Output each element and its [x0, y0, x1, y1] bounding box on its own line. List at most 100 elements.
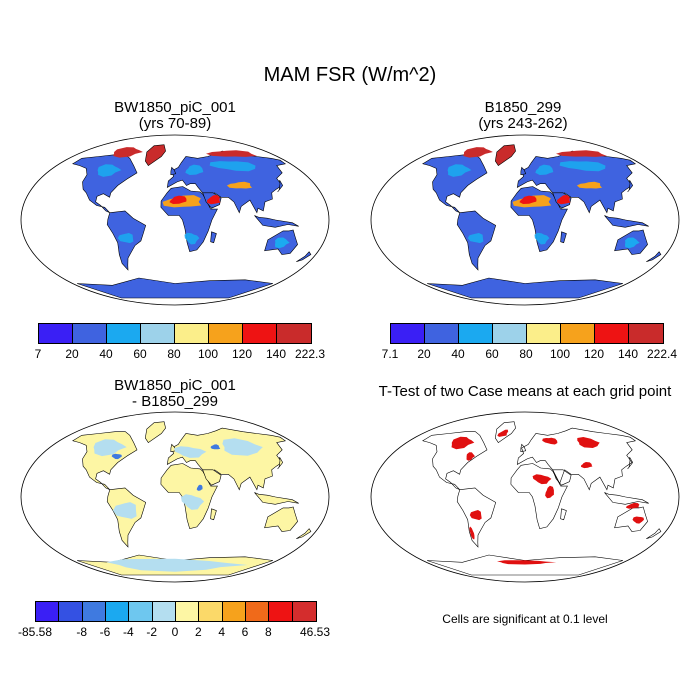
sig-cell: [542, 437, 558, 445]
colorbar-swatch: [199, 602, 223, 621]
map-case2: [370, 134, 680, 306]
land-nz: [646, 528, 662, 539]
desert-arabia: [557, 195, 571, 205]
sig-cell: [469, 510, 482, 521]
colorbar-tick-label: 0: [171, 625, 179, 639]
colorbar-swatch: [39, 324, 73, 343]
land-patch: [184, 232, 200, 245]
desert-australia: [275, 237, 290, 249]
colorbar-swatch: [269, 602, 293, 621]
colorbar-tick-label: 7.1: [381, 347, 399, 361]
colorbar-swatch: [292, 602, 316, 621]
colorbar-swatch: [425, 324, 459, 343]
map-diff: [20, 411, 330, 583]
colorbar-swatch: [36, 602, 60, 621]
land-patch: [185, 164, 204, 175]
colorbar-tick-label: 8: [264, 625, 272, 639]
panel-title-case2-line1: B1850_299: [484, 99, 562, 116]
arctic-siberia: [206, 150, 257, 157]
panel-title-case2: B1850_299 (yrs 243-262): [373, 100, 673, 132]
desert-sahara-core: [169, 195, 187, 204]
land-southAmerica: [456, 487, 497, 548]
land-layer: [72, 144, 312, 299]
colorbar-tick-label: 100: [197, 347, 219, 361]
land-indonesia: [604, 215, 649, 228]
panel-title-diff: BW1850_piC_001 - B1850_299: [25, 378, 325, 410]
colorbar-swatch: [493, 324, 527, 343]
colorbar-swatch: [152, 602, 176, 621]
land-madagascar: [560, 508, 567, 521]
map-case1: [20, 134, 330, 306]
diff-neg-patch: [196, 484, 203, 491]
colorbar-swatch: [107, 324, 141, 343]
land-northAmerica: [422, 154, 488, 213]
colorbar-tick-label: 46.53: [299, 625, 331, 639]
sig-cell: [581, 462, 593, 469]
land-nz: [296, 251, 312, 262]
land-layer: [72, 421, 312, 576]
ocean: [21, 135, 329, 305]
land-patch: [117, 233, 134, 244]
colorbar-swatch: [527, 324, 561, 343]
sig-cell: [532, 474, 552, 485]
figure-title: MAM FSR (W/m^2): [263, 64, 437, 86]
colorbar-tick-label: -6: [99, 625, 111, 639]
diff-patch: [174, 446, 207, 458]
sig-cell: [451, 436, 475, 450]
colorbar-tick-label: 60: [485, 347, 499, 361]
map-border: [20, 411, 330, 583]
colorbar-tick-label: -2: [146, 625, 157, 639]
significance-note: Cells are significant at 0.1 level: [442, 612, 608, 626]
sig-cell: [632, 516, 644, 524]
sig-cell: [466, 452, 475, 461]
sig-cell: [497, 429, 509, 437]
diff-patch: [222, 438, 263, 456]
land-greenland: [144, 144, 166, 167]
arctic-siberia: [556, 150, 607, 157]
land-patch: [467, 233, 484, 244]
diff-neg-patch: [111, 453, 122, 460]
colorbar-tick-label: 120: [583, 347, 605, 361]
land-japan: [627, 179, 634, 193]
map-border: [370, 411, 680, 583]
land-uk: [170, 166, 177, 176]
ocean: [371, 135, 679, 305]
panel-title-ttest-line1: T-Test of two Case means at each grid po…: [378, 383, 672, 400]
colorbar-case1-labels: 7 20 40 60 80 100 120 140 222.3: [35, 347, 325, 363]
land-nz: [646, 251, 662, 262]
land-nz: [296, 528, 312, 539]
land-indonesia: [604, 492, 649, 505]
land-indonesia: [254, 215, 299, 228]
land-japan: [277, 456, 284, 470]
colorbar-swatch: [277, 324, 311, 343]
colorbar-tick-label: 120: [231, 347, 253, 361]
colorbar-case2: [390, 323, 664, 344]
sig-cell: [469, 526, 475, 540]
land-antarctica: [427, 277, 623, 299]
land-northAmerica: [72, 154, 138, 213]
colorbar-tick-label: 60: [133, 347, 147, 361]
colorbar-tick-label: 2: [194, 625, 202, 639]
panel-title-ttest: T-Test of two Case means at each grid po…: [350, 384, 700, 400]
colorbar-swatch: [391, 324, 425, 343]
colorbar-tick-label: 100: [549, 347, 571, 361]
panel-title-case1-line2: (yrs 70-89): [138, 115, 212, 132]
map-border: [20, 134, 330, 306]
land-patch: [535, 164, 554, 175]
colorbar-swatch: [595, 324, 629, 343]
land-antarctica: [77, 277, 273, 299]
sig-cell: [577, 437, 600, 448]
colorbar-swatch: [175, 324, 209, 343]
land-arabia: [202, 469, 222, 486]
colorbar-swatch: [105, 602, 130, 621]
diff-patch: [181, 494, 205, 510]
colorbar-tick-label: 140: [617, 347, 639, 361]
land-northAmerica: [422, 431, 488, 490]
desert-arabia: [207, 195, 221, 205]
land-layer: [422, 421, 662, 576]
colorbar-swatch: [459, 324, 493, 343]
colorbar-tick-label: 40: [99, 347, 113, 361]
land-madagascar: [210, 508, 217, 521]
map-ttest: [370, 411, 680, 583]
land-madagascar: [560, 231, 567, 244]
